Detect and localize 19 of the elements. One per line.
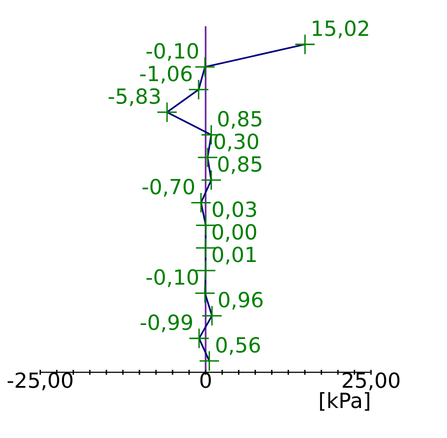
data-label: 0,85 <box>218 110 262 129</box>
data-label: -1,06 <box>140 66 192 84</box>
x-tick-label: -25,00 <box>8 372 72 390</box>
data-label: -0,10 <box>146 43 198 61</box>
data-label: 15,02 <box>312 20 368 38</box>
data-label: 0,00 <box>212 224 256 242</box>
data-label: -0,10 <box>146 269 198 288</box>
x-tick-label: 0 <box>200 372 211 388</box>
data-label: -0,99 <box>140 314 192 332</box>
data-label: 0,30 <box>214 133 258 152</box>
x-axis-title: [kPa] <box>320 392 370 411</box>
data-label: 0,85 <box>218 156 262 174</box>
data-label: 0,03 <box>212 201 256 220</box>
data-label: 0,56 <box>216 337 260 355</box>
data-label: 0,01 <box>212 246 256 264</box>
x-tick-label: 25,00 <box>342 372 400 390</box>
data-label: 0,96 <box>218 292 263 310</box>
data-label: -5,83 <box>108 88 160 106</box>
data-label: -0,70 <box>142 178 194 197</box>
